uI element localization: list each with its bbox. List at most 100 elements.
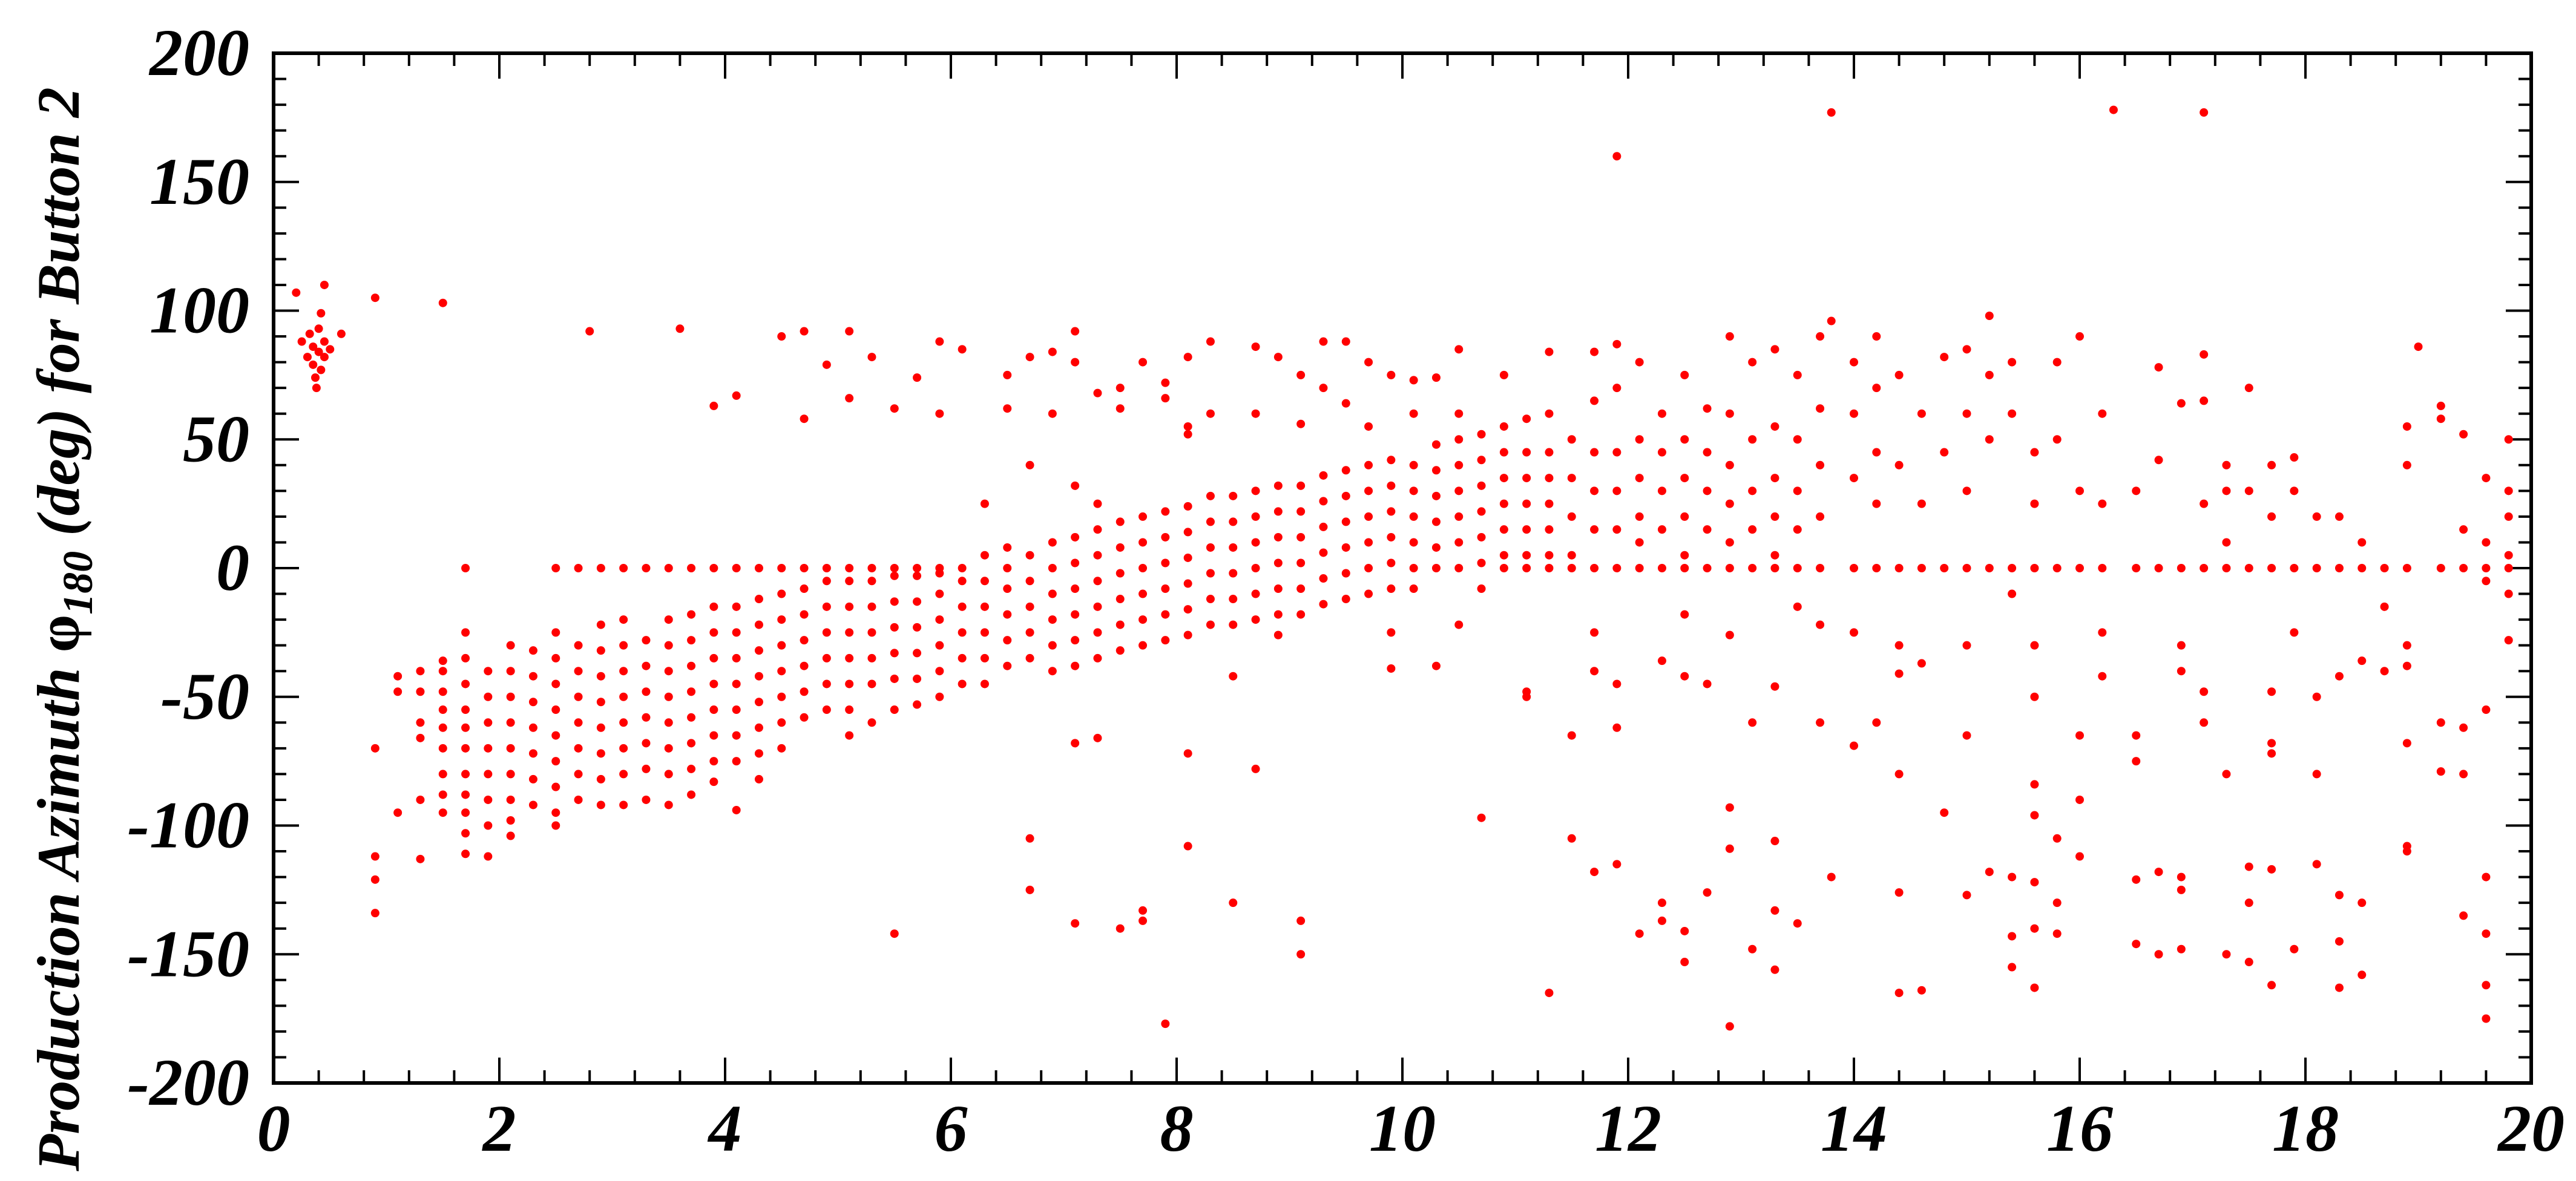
data-point: [1635, 564, 1644, 572]
data-point: [1341, 543, 1350, 552]
data-point: [461, 790, 470, 799]
data-point: [2312, 692, 2321, 701]
data-point: [1003, 636, 1012, 645]
data-point: [2402, 661, 2411, 670]
data-point: [1431, 543, 1441, 552]
data-point: [2334, 564, 2344, 572]
data-point: [1985, 868, 1994, 877]
data-point: [461, 829, 470, 838]
data-point: [1003, 610, 1012, 619]
data-point: [709, 628, 718, 637]
data-point: [1770, 512, 1779, 521]
data-point: [890, 571, 899, 580]
data-point: [1003, 584, 1012, 594]
data-point: [1680, 926, 1689, 935]
data-point: [2482, 705, 2491, 715]
data-point: [1003, 404, 1012, 413]
data-point: [1703, 679, 1712, 689]
data-point: [314, 324, 323, 333]
data-point: [687, 564, 696, 572]
y-tick-label: -150: [127, 917, 249, 990]
data-point: [1894, 460, 1904, 469]
data-point: [1748, 358, 1757, 367]
data-point: [754, 774, 763, 784]
data-point: [2200, 687, 2209, 696]
data-point: [1894, 669, 1904, 678]
data-point: [732, 805, 741, 814]
data-point: [320, 337, 329, 346]
data-point: [2222, 486, 2231, 496]
x-tick-label: 12: [1595, 1091, 1661, 1165]
data-point: [1093, 551, 1102, 560]
data-point: [574, 770, 583, 779]
data-point: [664, 564, 673, 572]
data-point: [1319, 522, 1328, 531]
data-point: [1522, 474, 1531, 483]
data-point: [370, 875, 380, 884]
data-point: [845, 705, 854, 715]
data-point: [1364, 422, 1373, 431]
data-point: [1816, 460, 1825, 469]
data-point: [1229, 898, 1238, 908]
data-point: [958, 679, 967, 689]
data-point: [1229, 543, 1238, 552]
data-point: [2075, 564, 2084, 572]
data-point: [1319, 574, 1328, 583]
data-point: [1296, 610, 1306, 619]
data-point: [1048, 641, 1057, 650]
data-point: [2052, 564, 2062, 572]
data-point: [913, 623, 922, 632]
data-point: [1003, 543, 1012, 552]
data-point: [1071, 636, 1080, 645]
data-point: [2402, 847, 2411, 856]
data-point: [1296, 532, 1306, 541]
data-point: [2154, 456, 2163, 465]
data-point: [596, 723, 605, 732]
data-point: [1522, 499, 1531, 508]
data-point: [2222, 460, 2231, 469]
data-point: [709, 777, 718, 787]
data-point: [1454, 620, 1464, 629]
data-point: [890, 623, 899, 632]
data-point: [1985, 312, 1994, 321]
data-point: [1703, 448, 1712, 457]
data-point: [1725, 1022, 1734, 1031]
data-point: [642, 636, 651, 645]
data-point: [664, 615, 673, 624]
y-tick-label: 100: [150, 273, 249, 347]
data-point: [1499, 422, 1508, 431]
data-point: [1567, 435, 1576, 444]
data-point: [2244, 486, 2253, 496]
data-point: [1612, 679, 1622, 689]
data-point: [1273, 353, 1283, 362]
data-point: [1590, 486, 1599, 496]
data-point: [664, 800, 673, 810]
data-point: [1229, 595, 1238, 604]
data-point: [1409, 460, 1418, 469]
data-point: [2030, 499, 2039, 508]
data-point: [664, 641, 673, 650]
data-point: [1499, 525, 1508, 534]
data-point: [1364, 460, 1373, 469]
data-point: [732, 391, 741, 400]
data-point: [1454, 435, 1464, 444]
data-point: [1116, 543, 1125, 552]
data-point: [506, 744, 515, 753]
data-point: [1409, 486, 1418, 496]
data-point: [506, 667, 515, 676]
x-tick-label: 4: [708, 1091, 742, 1165]
data-point: [326, 345, 335, 354]
data-point: [2267, 739, 2276, 748]
data-point: [2200, 350, 2209, 359]
data-point: [1477, 584, 1486, 594]
data-point: [438, 723, 447, 732]
data-point: [1962, 891, 1971, 900]
data-point: [664, 692, 673, 701]
data-point: [1770, 906, 1779, 915]
data-point: [2052, 358, 2062, 367]
data-point: [1770, 682, 1779, 691]
data-point: [1071, 919, 1080, 928]
data-point: [1025, 653, 1034, 662]
data-point: [1793, 919, 1802, 928]
data-point: [1296, 950, 1306, 959]
